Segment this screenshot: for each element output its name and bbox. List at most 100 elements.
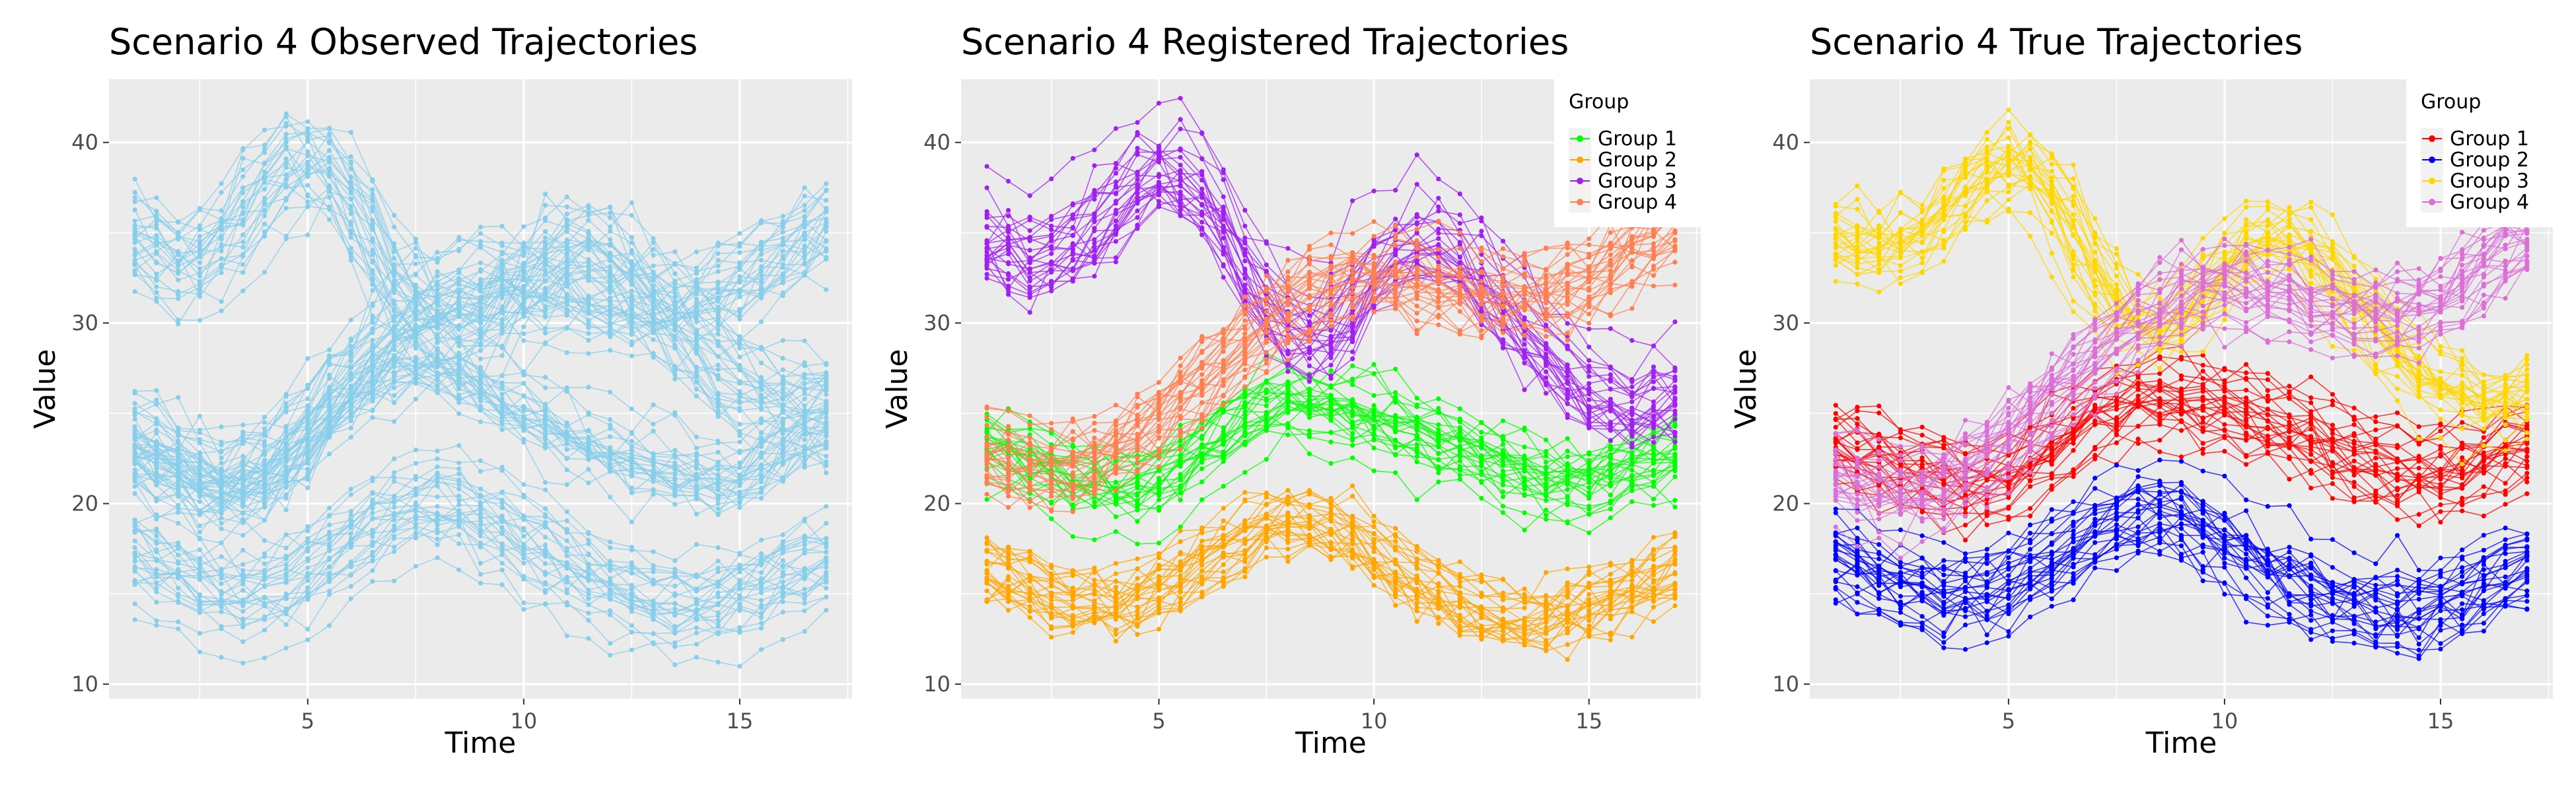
data-point bbox=[456, 487, 461, 491]
data-point bbox=[262, 427, 267, 431]
data-point bbox=[1587, 485, 1591, 490]
data-point bbox=[392, 308, 396, 312]
data-point bbox=[608, 237, 612, 242]
data-point bbox=[803, 376, 807, 380]
data-point bbox=[349, 426, 353, 431]
data-point bbox=[284, 467, 289, 471]
data-point bbox=[1071, 534, 1075, 539]
data-point bbox=[349, 596, 353, 601]
data-point bbox=[1135, 567, 1139, 571]
data-point bbox=[1221, 425, 1226, 430]
data-point bbox=[1372, 469, 1377, 473]
data-point bbox=[133, 459, 137, 464]
data-point bbox=[1436, 471, 1441, 475]
data-point bbox=[219, 425, 224, 429]
data-point bbox=[1285, 432, 1290, 437]
data-point bbox=[716, 367, 721, 372]
data-point bbox=[629, 600, 634, 605]
data-point bbox=[500, 310, 505, 315]
data-point bbox=[413, 346, 418, 351]
data-point bbox=[694, 387, 699, 392]
data-point bbox=[1458, 407, 1462, 411]
data-point bbox=[1372, 362, 1377, 366]
data-point bbox=[305, 414, 310, 419]
data-point bbox=[1221, 575, 1226, 580]
data-point bbox=[240, 168, 245, 172]
data-point bbox=[521, 528, 526, 533]
data-point bbox=[1479, 461, 1484, 466]
data-point bbox=[197, 536, 202, 540]
data-point bbox=[1393, 430, 1398, 434]
data-point bbox=[284, 448, 289, 452]
data-point bbox=[759, 296, 764, 300]
data-point bbox=[478, 341, 483, 346]
data-point bbox=[478, 245, 483, 250]
data-point bbox=[716, 482, 721, 487]
data-point bbox=[803, 403, 807, 408]
data-point bbox=[500, 501, 505, 506]
data-point bbox=[543, 252, 548, 256]
data-point bbox=[197, 437, 202, 442]
data-point bbox=[305, 456, 310, 461]
data-point bbox=[219, 521, 224, 526]
data-point bbox=[608, 334, 612, 339]
data-point bbox=[759, 580, 764, 585]
data-point bbox=[219, 541, 224, 545]
data-point bbox=[435, 347, 440, 352]
data-point bbox=[413, 255, 418, 259]
data-point bbox=[1049, 500, 1054, 504]
data-point bbox=[154, 623, 159, 627]
data-point bbox=[1522, 426, 1526, 431]
data-point bbox=[392, 245, 396, 250]
data-point bbox=[327, 592, 332, 597]
data-point bbox=[284, 622, 289, 627]
data-point bbox=[392, 343, 396, 348]
data-point bbox=[824, 572, 828, 576]
data-point bbox=[435, 378, 440, 383]
data-point bbox=[240, 252, 245, 257]
data-point bbox=[521, 404, 526, 409]
data-point bbox=[456, 517, 461, 522]
data-point bbox=[1587, 618, 1591, 623]
data-point bbox=[1608, 468, 1613, 473]
data-point bbox=[500, 427, 505, 432]
data-point bbox=[803, 203, 807, 207]
data-point bbox=[327, 536, 332, 541]
data-point bbox=[349, 513, 353, 518]
data-point bbox=[1049, 591, 1054, 596]
data-point bbox=[1393, 603, 1398, 607]
data-point bbox=[651, 429, 656, 433]
data-point bbox=[1199, 590, 1204, 594]
data-point bbox=[500, 582, 505, 587]
data-point bbox=[759, 611, 764, 615]
data-point bbox=[305, 597, 310, 602]
data-point bbox=[586, 570, 590, 574]
data-point bbox=[824, 424, 828, 429]
data-point bbox=[716, 595, 721, 600]
data-point bbox=[197, 226, 202, 231]
data-point bbox=[349, 223, 353, 227]
data-point bbox=[370, 178, 375, 182]
data-point bbox=[586, 532, 590, 536]
data-point bbox=[521, 542, 526, 547]
data-point bbox=[435, 370, 440, 375]
data-point bbox=[154, 512, 159, 517]
data-point bbox=[521, 370, 526, 375]
data-point bbox=[1372, 545, 1377, 550]
data-point bbox=[154, 442, 159, 446]
data-point bbox=[327, 452, 332, 456]
data-point bbox=[1221, 456, 1226, 460]
data-point bbox=[240, 441, 245, 446]
data-point bbox=[1092, 583, 1096, 588]
data-point bbox=[608, 325, 612, 329]
data-point bbox=[803, 208, 807, 213]
data-point bbox=[262, 439, 267, 444]
data-point bbox=[1114, 530, 1118, 534]
data-point bbox=[1544, 630, 1548, 635]
data-point bbox=[651, 471, 656, 475]
data-point bbox=[284, 508, 289, 512]
data-point bbox=[1629, 499, 1634, 504]
data-point bbox=[370, 366, 375, 371]
data-point bbox=[716, 331, 721, 336]
data-point bbox=[240, 602, 245, 607]
